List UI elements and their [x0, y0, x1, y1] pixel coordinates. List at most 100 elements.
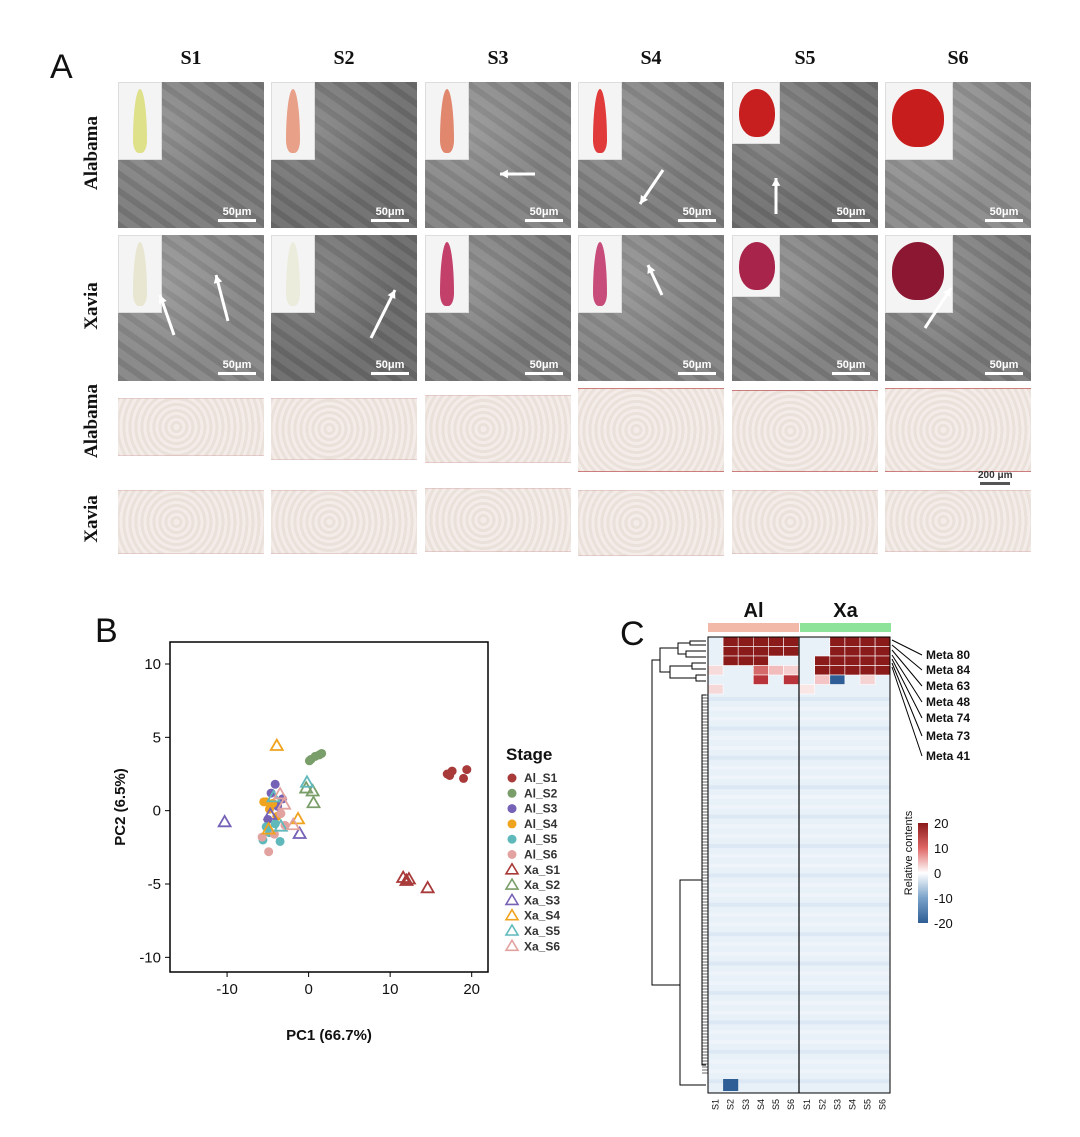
sem-scale-label: 50μm	[989, 359, 1019, 371]
heatmap-cell	[874, 665, 891, 676]
heatmap-cell	[737, 655, 754, 666]
sem-scale-bar: 50μm	[678, 359, 716, 375]
scatter-point	[420, 880, 436, 894]
sem-image-xavia-s5: 50μm	[732, 235, 878, 381]
arrow-head	[213, 275, 223, 284]
heatmap-cell	[707, 684, 724, 695]
row-label-leader	[891, 654, 923, 703]
sem-scale-bar: 50μm	[832, 359, 870, 375]
sem-scale-label: 50μm	[375, 359, 405, 371]
scatter-point	[459, 773, 469, 783]
heatmap-cell	[768, 665, 784, 676]
heatmap-cell	[737, 636, 754, 647]
heatmap-cell	[723, 1079, 739, 1091]
section-image-xavia-s3	[425, 488, 571, 552]
heatmap-cell	[874, 646, 891, 657]
legend-entry: Xa_S3	[524, 893, 560, 907]
row-label-leader	[891, 644, 923, 671]
scatter-point	[275, 836, 285, 846]
sem-image-alabama-s6: 50μm	[885, 82, 1031, 228]
scatter-point	[276, 796, 292, 810]
colorbar-title: Relative contents	[903, 810, 915, 895]
petal-inset	[578, 235, 622, 313]
column-label: S3	[741, 1099, 751, 1110]
stage-label-s3: S3	[487, 47, 509, 69]
scatter-point	[269, 737, 285, 751]
plot-frame	[169, 641, 489, 973]
row-label: Meta 48	[926, 695, 970, 709]
section-image-xavia-s4	[578, 490, 724, 556]
heatmap-cell	[829, 636, 846, 647]
scatter-point	[264, 847, 274, 857]
colorbar-tick-label: 10	[934, 841, 948, 856]
section-scale-label: 200 μm	[978, 470, 1013, 481]
legend-marker	[507, 788, 517, 798]
legend-marker	[504, 908, 520, 921]
column-label: S1	[802, 1099, 812, 1110]
scatter-point	[317, 748, 327, 758]
dendrogram-branch	[689, 640, 706, 646]
arrow-icon	[158, 274, 230, 336]
section-image-alabama-s3	[425, 395, 571, 463]
dendrogram-branch	[679, 879, 706, 1086]
petal-icon	[593, 242, 607, 306]
heatmap-cell	[859, 655, 876, 666]
row-label-leader	[891, 662, 923, 737]
panel-b-letter: B	[95, 612, 118, 650]
row-label-leader	[891, 666, 923, 757]
heatmap-cell	[722, 646, 739, 657]
sem-scale-line	[832, 372, 870, 375]
section-image-alabama-s4	[578, 388, 724, 472]
sem-scale-line	[832, 219, 870, 222]
legend-marker	[507, 834, 517, 844]
scatter-point	[462, 765, 472, 775]
row-label: Meta 73	[926, 729, 970, 743]
petal-icon	[593, 89, 607, 153]
sem-scale-bar: 50μm	[678, 206, 716, 222]
section-scale-bar: 200 μm	[978, 470, 1012, 485]
heatmap-cell	[737, 646, 754, 657]
arrow-line	[214, 274, 230, 322]
sem-scale-line	[218, 219, 256, 222]
arrow-head	[943, 288, 951, 297]
heatmap-cell	[859, 674, 876, 685]
heatmap-cell	[814, 665, 831, 676]
legend-entry: Xa_S6	[524, 939, 560, 953]
heatmap-cell	[768, 646, 784, 657]
x-axis-label: PC1 (66.7%)	[286, 1027, 372, 1044]
sem-scale-bar: 50μm	[832, 206, 870, 222]
sem-scale-label: 50μm	[529, 206, 559, 218]
heatmap-cell	[707, 665, 724, 676]
legend-entry: Xa_S1	[524, 863, 560, 877]
heatmap-cell	[753, 674, 769, 685]
heatmap-cell	[844, 655, 861, 666]
sem-scale-bar: 50μm	[371, 359, 409, 375]
sem-scale-line	[985, 219, 1023, 222]
sem-image-xavia-s1: 50μm	[118, 235, 264, 381]
legend-marker	[504, 892, 520, 906]
heatmap-cell	[844, 646, 861, 657]
petal-inset	[885, 82, 953, 160]
scatter-point	[445, 770, 455, 780]
petal-icon	[739, 89, 775, 137]
legend-marker	[507, 819, 517, 829]
arrow-head	[771, 178, 781, 186]
sem-scale-line	[371, 372, 409, 375]
petal-icon	[286, 89, 300, 153]
arrow-icon	[646, 264, 664, 296]
arrow-icon	[500, 169, 535, 179]
column-label: S5	[863, 1099, 873, 1110]
heatmap-cell	[783, 636, 799, 647]
scatter-point	[273, 818, 289, 832]
sem-scale-line	[525, 372, 563, 375]
scatter-point	[257, 832, 267, 842]
section-image-xavia-s6	[885, 490, 1031, 552]
section-image-xavia-s2	[271, 490, 417, 554]
sem-image-xavia-s2: 50μm	[271, 235, 417, 381]
scatter-point	[285, 817, 301, 831]
column-label: S2	[817, 1099, 827, 1110]
petal-icon	[440, 89, 454, 153]
column-label: S6	[878, 1099, 888, 1110]
legend-entry: Al_S3	[524, 802, 558, 816]
arrow-line	[369, 289, 397, 339]
